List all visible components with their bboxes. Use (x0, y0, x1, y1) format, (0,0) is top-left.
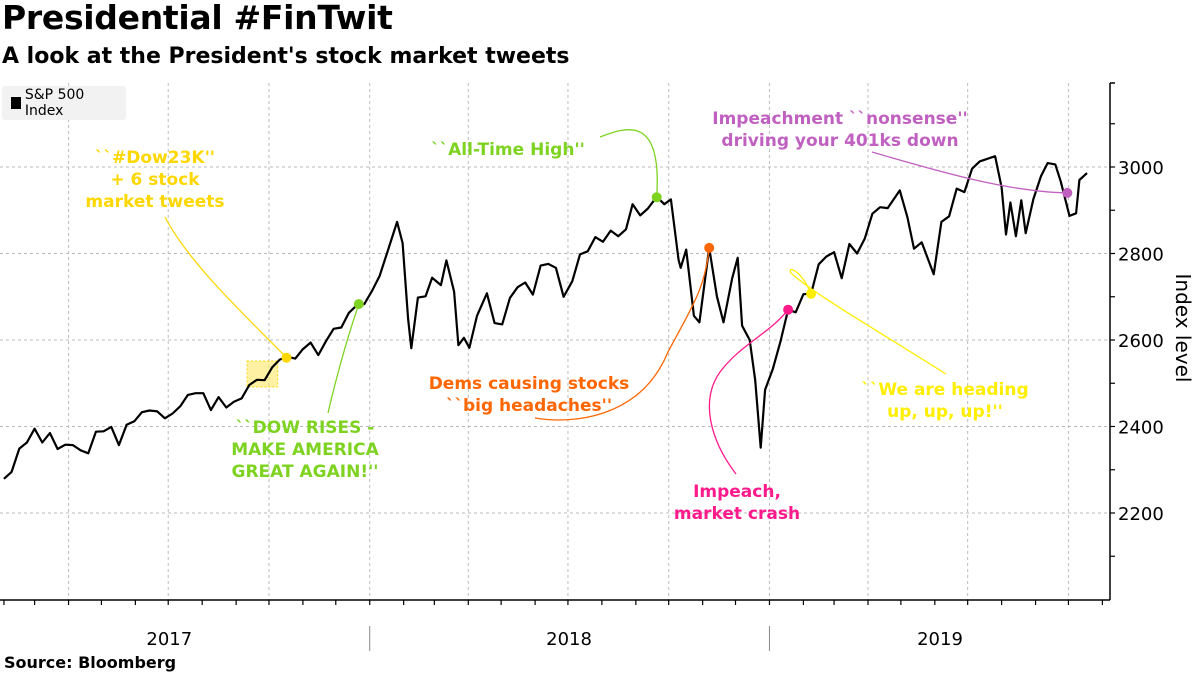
annotation-label-line: + 6 stock (110, 170, 200, 190)
annotation-marker (281, 352, 292, 363)
annotation-marker (651, 192, 662, 203)
y-tick-label: 3000 (1118, 158, 1164, 179)
annotation-label-line: Dems causing stocks (429, 374, 630, 394)
annotation-markers (281, 187, 1073, 363)
chart-subtitle: A look at the President's stock market t… (2, 44, 570, 69)
annotation-leader-line (534, 247, 710, 421)
x-year-label: 2019 (917, 629, 963, 650)
x-year-label: 2017 (146, 629, 192, 650)
annotation-label: ``#Dow23K'' + 6 stock market tweets (85, 148, 224, 212)
annotation-marker (806, 288, 817, 299)
annotation-label: Dems causing stocks ``big headaches'' (429, 374, 630, 416)
annotation-leader-line (164, 216, 287, 359)
annotation-leader-line (599, 129, 658, 198)
annotation-label-line: GREAT AGAIN!'' (232, 462, 379, 482)
annotation-leader-line (789, 269, 947, 375)
y-tick-labels: 2200 2400 2600 2800 3000 (1118, 158, 1164, 525)
annotation-leader-line (871, 151, 1068, 194)
series-line-sp500 (3, 155, 1088, 480)
annotation-marker (704, 242, 715, 253)
annotation-label: ``All-Time High'' (431, 140, 585, 160)
annotation-label-line: ``#Dow23K'' (95, 148, 215, 168)
annotation-marker (353, 299, 364, 310)
annotation-label-line: ``big headaches'' (446, 396, 612, 416)
y-tick-label: 2200 (1118, 504, 1164, 525)
annotation-label-line: Impeach, (693, 482, 781, 502)
x-year-label: 2018 (546, 629, 592, 650)
annotation-label-line: ``We are heading (861, 380, 1028, 400)
annotation-label-line: market tweets (85, 192, 224, 212)
annotation-label-line: driving your 401ks down (721, 131, 958, 151)
annotation-texts: ``#Dow23K'' + 6 stock market tweets ``DOW R… (85, 109, 1028, 524)
annotation-label-line: up, up, up!'' (887, 402, 1003, 422)
legend-label: S&P 500 Index (24, 87, 85, 119)
x-year-labels: 2017 2018 2019 (146, 629, 962, 650)
annotation-leaders (164, 129, 1068, 475)
annotation-label: ``DOW RISES -MAKE AMERICA GREAT AGAIN!'' (231, 418, 379, 482)
annotation-marker (1062, 187, 1073, 198)
annotation-label-line: MAKE AMERICA (231, 440, 379, 460)
annotation-leader-line (327, 303, 360, 414)
annotation-label-line: market crash (674, 504, 800, 524)
legend-swatch (11, 97, 21, 109)
legend: S&P 500 Index (2, 86, 126, 120)
y-tick-label: 2600 (1118, 331, 1164, 352)
annotation-label: Impeach, market crash (674, 482, 800, 524)
source-note: Source: Bloomberg (4, 653, 177, 672)
y-tick-label: 2800 (1118, 245, 1164, 266)
annotation-marker (783, 304, 794, 315)
axes (0, 82, 1115, 651)
annotation-label: ``We are heading up, up, up!'' (861, 380, 1028, 422)
annotation-label-line: Impeachment ``nonsense'' (712, 109, 967, 129)
y-tick-label: 2400 (1118, 418, 1164, 439)
annotation-label-line: ``DOW RISES - (236, 418, 375, 438)
y-axis-title: Index level (1171, 274, 1195, 383)
annotation-label-line: ``All-Time High'' (431, 140, 585, 160)
annotation-label: Impeachment ``nonsense'' driving your 401… (712, 109, 967, 151)
annotation-leader-line (708, 309, 789, 475)
chart-title: Presidential #FinTwit (2, 0, 393, 37)
